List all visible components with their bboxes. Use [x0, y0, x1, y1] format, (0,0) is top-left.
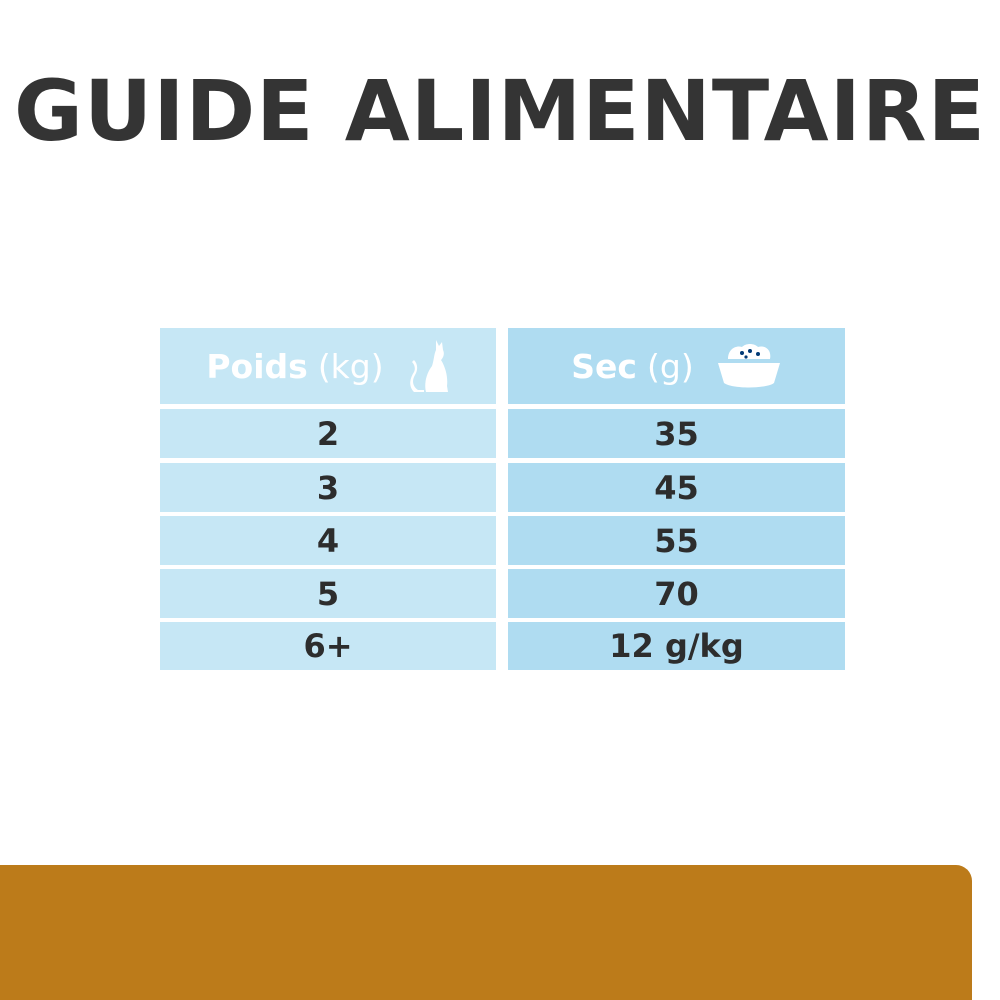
footer-bar — [0, 865, 972, 1000]
header-weight: Poids (kg) — [160, 328, 496, 404]
header-dry: Sec (g) — [508, 328, 845, 404]
dry-cell: 70 — [508, 569, 845, 618]
weight-cell: 6+ — [160, 622, 496, 670]
dry-cell: 45 — [508, 463, 845, 512]
cat-icon — [409, 340, 448, 392]
header-unit: (kg) — [317, 346, 384, 386]
dry-cell: 35 — [508, 409, 845, 458]
food-bowl-icon — [717, 344, 780, 388]
weight-cell: 4 — [160, 516, 496, 565]
weight-cell: 3 — [160, 463, 496, 512]
weight-cell: 5 — [160, 569, 496, 618]
header-unit: (g) — [647, 346, 694, 386]
dry-cell: 55 — [508, 516, 845, 565]
header-label: Poids — [206, 346, 308, 386]
page-title: GUIDE ALIMENTAIRE — [14, 62, 986, 160]
dry-cell: 12 g/kg — [508, 622, 845, 670]
header-label: Sec — [571, 346, 637, 386]
weight-cell: 2 — [160, 409, 496, 458]
